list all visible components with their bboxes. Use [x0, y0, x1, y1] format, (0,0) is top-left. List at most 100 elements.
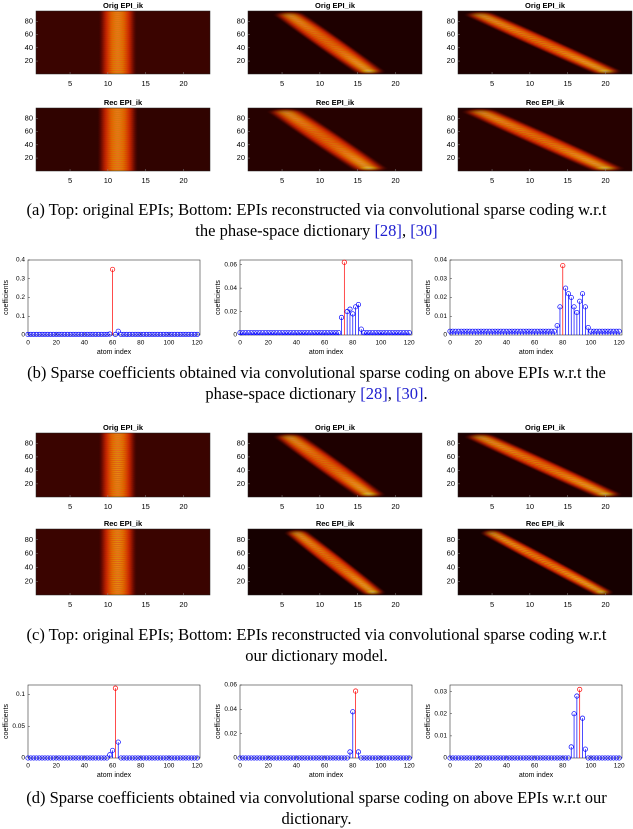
heatmap-band: [283, 529, 387, 595]
stem-marker: [141, 331, 147, 337]
stem-marker: [400, 330, 407, 336]
chart-title: Rec EPI_ik: [104, 98, 143, 107]
stem-marker: [84, 755, 90, 761]
y-tick-label: 40: [237, 563, 245, 572]
stem-marker: [45, 755, 51, 761]
stem-marker: [554, 755, 560, 761]
x-tick-label: 10: [316, 79, 324, 88]
y-tick-label: 40: [25, 140, 33, 149]
reference[interactable]: [28]: [374, 221, 402, 240]
y-tick-label: 0.1: [16, 313, 25, 320]
axes-frame: [449, 684, 623, 759]
stem-marker: [268, 755, 274, 761]
stem-marker: [338, 755, 345, 761]
y-tick-label: 80: [25, 16, 33, 25]
stem-marker: [319, 330, 325, 336]
stem-marker: [486, 328, 493, 334]
stem-marker: [174, 755, 180, 761]
x-tick-label: 5: [68, 79, 72, 88]
y-tick-label: 40: [237, 43, 245, 52]
stem-marker: [543, 328, 549, 334]
heatmap-blob: [98, 493, 137, 497]
stem-marker: [481, 328, 487, 334]
stem-marker: [602, 328, 608, 334]
stem-marker: [243, 755, 249, 761]
stem-marker: [48, 331, 54, 337]
caption: (d) Sparse coefficients obtained via con…: [0, 787, 633, 829]
y-tick-label: 0: [443, 755, 447, 762]
stem-marker: [596, 755, 602, 761]
x-tick-label: 20: [391, 502, 399, 511]
stem-marker: [67, 755, 73, 761]
stem-marker: [529, 328, 535, 334]
x-tick-label: 15: [354, 176, 362, 185]
y-tick-label: 0.02: [224, 308, 237, 315]
stem-marker: [395, 755, 401, 761]
heatmap-blob: [103, 593, 133, 595]
stem-marker: [107, 331, 113, 337]
stem-marker: [526, 328, 532, 334]
reference[interactable]: [30]: [410, 221, 438, 240]
stem-marker: [548, 755, 555, 761]
x-axis-label: atom index: [519, 349, 554, 356]
stem-marker: [400, 755, 407, 761]
stem-marker: [608, 328, 614, 334]
stem-marker: [560, 755, 566, 761]
stem-marker: [84, 331, 90, 337]
stem-marker: [237, 755, 243, 761]
stem-marker: [36, 331, 42, 337]
stem-marker: [484, 328, 490, 334]
heatmap-band: [461, 108, 625, 171]
stem-marker: [98, 755, 104, 761]
stem-marker: [260, 330, 266, 336]
x-tick-label: 40: [293, 340, 301, 347]
stem-marker: [104, 755, 110, 761]
stem-marker: [355, 301, 361, 308]
x-tick-label: 60: [531, 340, 539, 347]
chart-title: Orig EPI_ik: [525, 423, 566, 432]
x-tick-label: 40: [503, 763, 511, 770]
stem-marker: [31, 755, 37, 761]
x-tick-label: 15: [564, 176, 572, 185]
stem-marker: [534, 328, 540, 334]
stem-marker: [237, 330, 243, 336]
y-tick-label: 0.04: [224, 706, 237, 713]
stem-marker: [447, 755, 453, 761]
x-tick-label: 20: [179, 600, 187, 609]
stem-marker: [498, 328, 504, 334]
stem-marker: [115, 739, 121, 745]
stem-marker: [501, 328, 507, 334]
stem-marker: [523, 755, 529, 761]
axes-frame: [457, 107, 633, 172]
stem-marker: [265, 755, 271, 761]
stem-marker: [464, 328, 470, 334]
x-tick-label: 120: [192, 340, 203, 347]
stem-marker: [509, 328, 515, 334]
y-tick-label: 60: [447, 452, 455, 461]
stem-marker: [42, 755, 48, 761]
stem-marker: [515, 328, 521, 334]
reference[interactable]: [28]: [360, 384, 388, 403]
stem-marker: [169, 755, 175, 761]
stem-marker: [296, 330, 302, 336]
heatmap-blob: [352, 490, 386, 497]
y-tick-label: 80: [447, 16, 455, 25]
x-tick-label: 120: [614, 763, 625, 770]
stem-marker: [70, 755, 76, 761]
caption-text: (d) Sparse coefficients obtained via con…: [26, 788, 607, 828]
stem-marker: [364, 330, 370, 336]
stem-marker: [152, 755, 158, 761]
x-tick-label: 20: [179, 502, 187, 511]
stem-marker: [472, 328, 478, 334]
stem-marker: [458, 328, 464, 334]
stem-marker: [194, 755, 200, 761]
reference[interactable]: [30]: [395, 384, 424, 403]
x-tick-label: 40: [293, 763, 301, 770]
stem-marker: [98, 331, 104, 337]
x-tick-label: 80: [349, 763, 357, 770]
stem-marker: [358, 326, 364, 332]
axes-frame: [27, 259, 201, 336]
x-tick-label: 100: [376, 340, 387, 347]
stem-marker: [534, 755, 540, 761]
